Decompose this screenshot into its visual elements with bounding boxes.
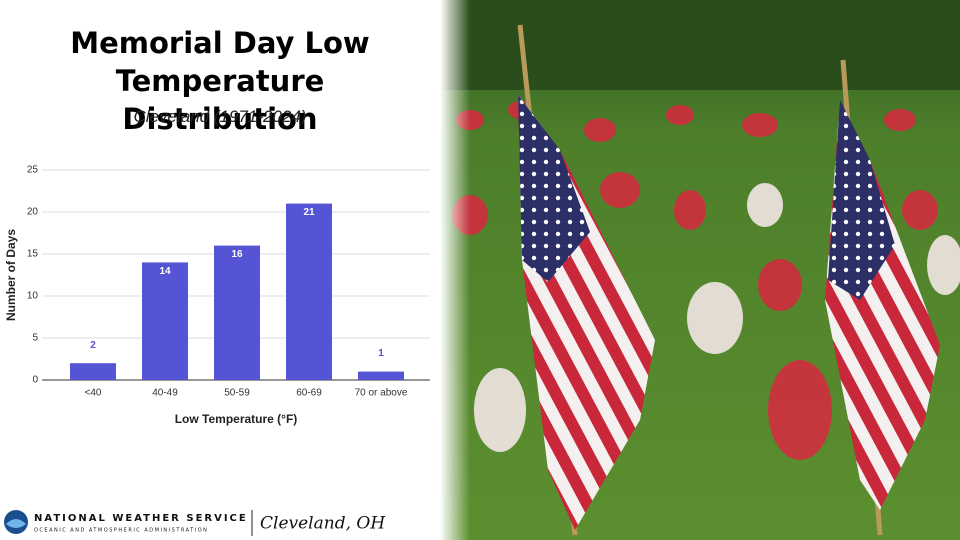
value-label: 16 bbox=[231, 249, 243, 260]
bar bbox=[214, 245, 260, 380]
chart-subtitle: Cleveland (1971-2024) bbox=[133, 107, 307, 126]
value-label: 2 bbox=[90, 340, 96, 351]
chart-title: Memorial Day Low Temperature Distributio… bbox=[70, 26, 370, 136]
y-tick-label: 5 bbox=[32, 333, 38, 344]
bar bbox=[286, 203, 332, 380]
bar bbox=[358, 371, 404, 380]
y-tick-label: 15 bbox=[27, 249, 39, 260]
bar bbox=[70, 363, 116, 380]
x-tick-label: 50-59 bbox=[224, 388, 250, 399]
value-label: 21 bbox=[303, 207, 315, 218]
agency-sub: OCEANIC AND ATMOSPHERIC ADMINISTRATION bbox=[34, 528, 208, 534]
agency: NATIONAL WEATHER SERVICE bbox=[34, 513, 248, 524]
bar bbox=[142, 262, 188, 380]
y-axis-label: Number of Days bbox=[4, 229, 18, 321]
chart: Low Temperature (°F) Number of Days 0 5 10… bbox=[4, 165, 430, 426]
y-tick-label: 10 bbox=[27, 291, 39, 302]
value-label: 14 bbox=[159, 266, 171, 277]
y-tick-label: 20 bbox=[27, 207, 39, 218]
value-label: 1 bbox=[378, 348, 384, 359]
y-tick-label: 0 bbox=[32, 375, 38, 386]
x-tick-label: <40 bbox=[85, 388, 102, 399]
x-tick-label: 40-49 bbox=[152, 388, 178, 399]
x-tick-label: 70 or above bbox=[355, 388, 408, 399]
office: Cleveland, OH bbox=[260, 514, 386, 534]
x-tick-label: 60-69 bbox=[296, 388, 322, 399]
y-tick-label: 25 bbox=[27, 165, 39, 176]
x-axis-label: Low Temperature (°F) bbox=[175, 412, 298, 426]
